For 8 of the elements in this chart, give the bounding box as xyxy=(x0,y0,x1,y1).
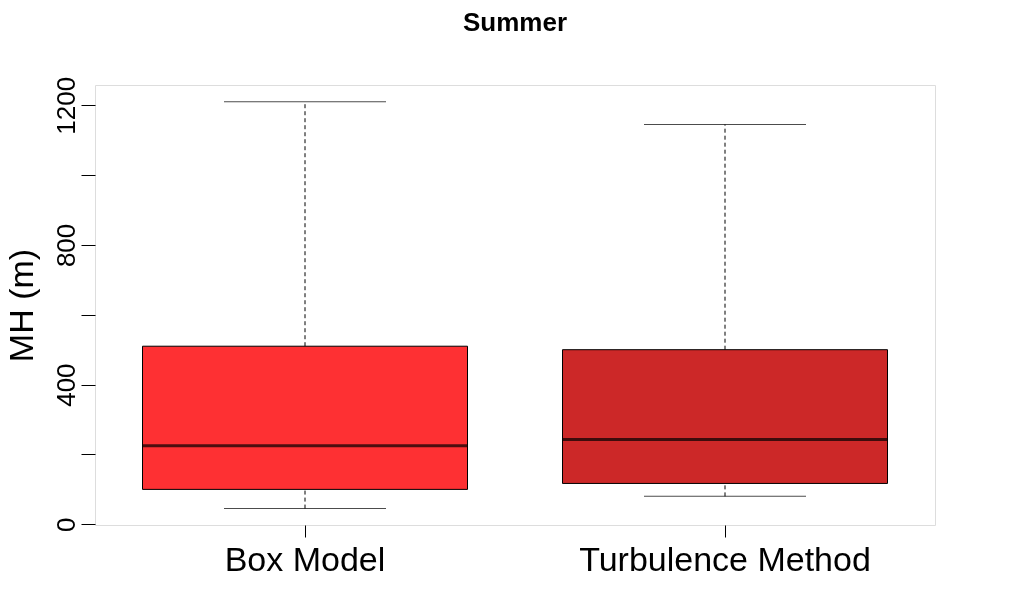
y-tick-label: 0 xyxy=(50,517,81,533)
y-tick-label: 1200 xyxy=(50,76,81,135)
y-tick-label: 400 xyxy=(50,363,81,407)
chart-title: Summer xyxy=(462,7,568,38)
x-tick-label: Turbulence Method xyxy=(579,539,871,578)
x-tick-label: Box Model xyxy=(224,539,386,578)
y-axis-title: MH (m) xyxy=(1,248,40,363)
y-tick-label: 800 xyxy=(50,223,81,268)
